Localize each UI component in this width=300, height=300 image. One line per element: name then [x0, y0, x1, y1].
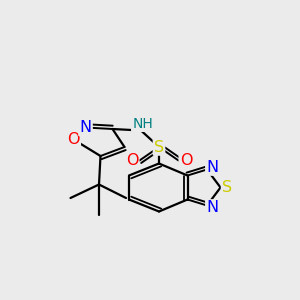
- Text: O: O: [67, 132, 80, 147]
- Text: S: S: [154, 140, 164, 154]
- Text: O: O: [126, 153, 138, 168]
- Text: N: N: [80, 120, 92, 135]
- Text: S: S: [222, 180, 232, 195]
- Text: O: O: [180, 153, 192, 168]
- Text: N: N: [206, 160, 218, 175]
- Text: NH: NH: [132, 117, 153, 131]
- Text: N: N: [206, 200, 218, 215]
